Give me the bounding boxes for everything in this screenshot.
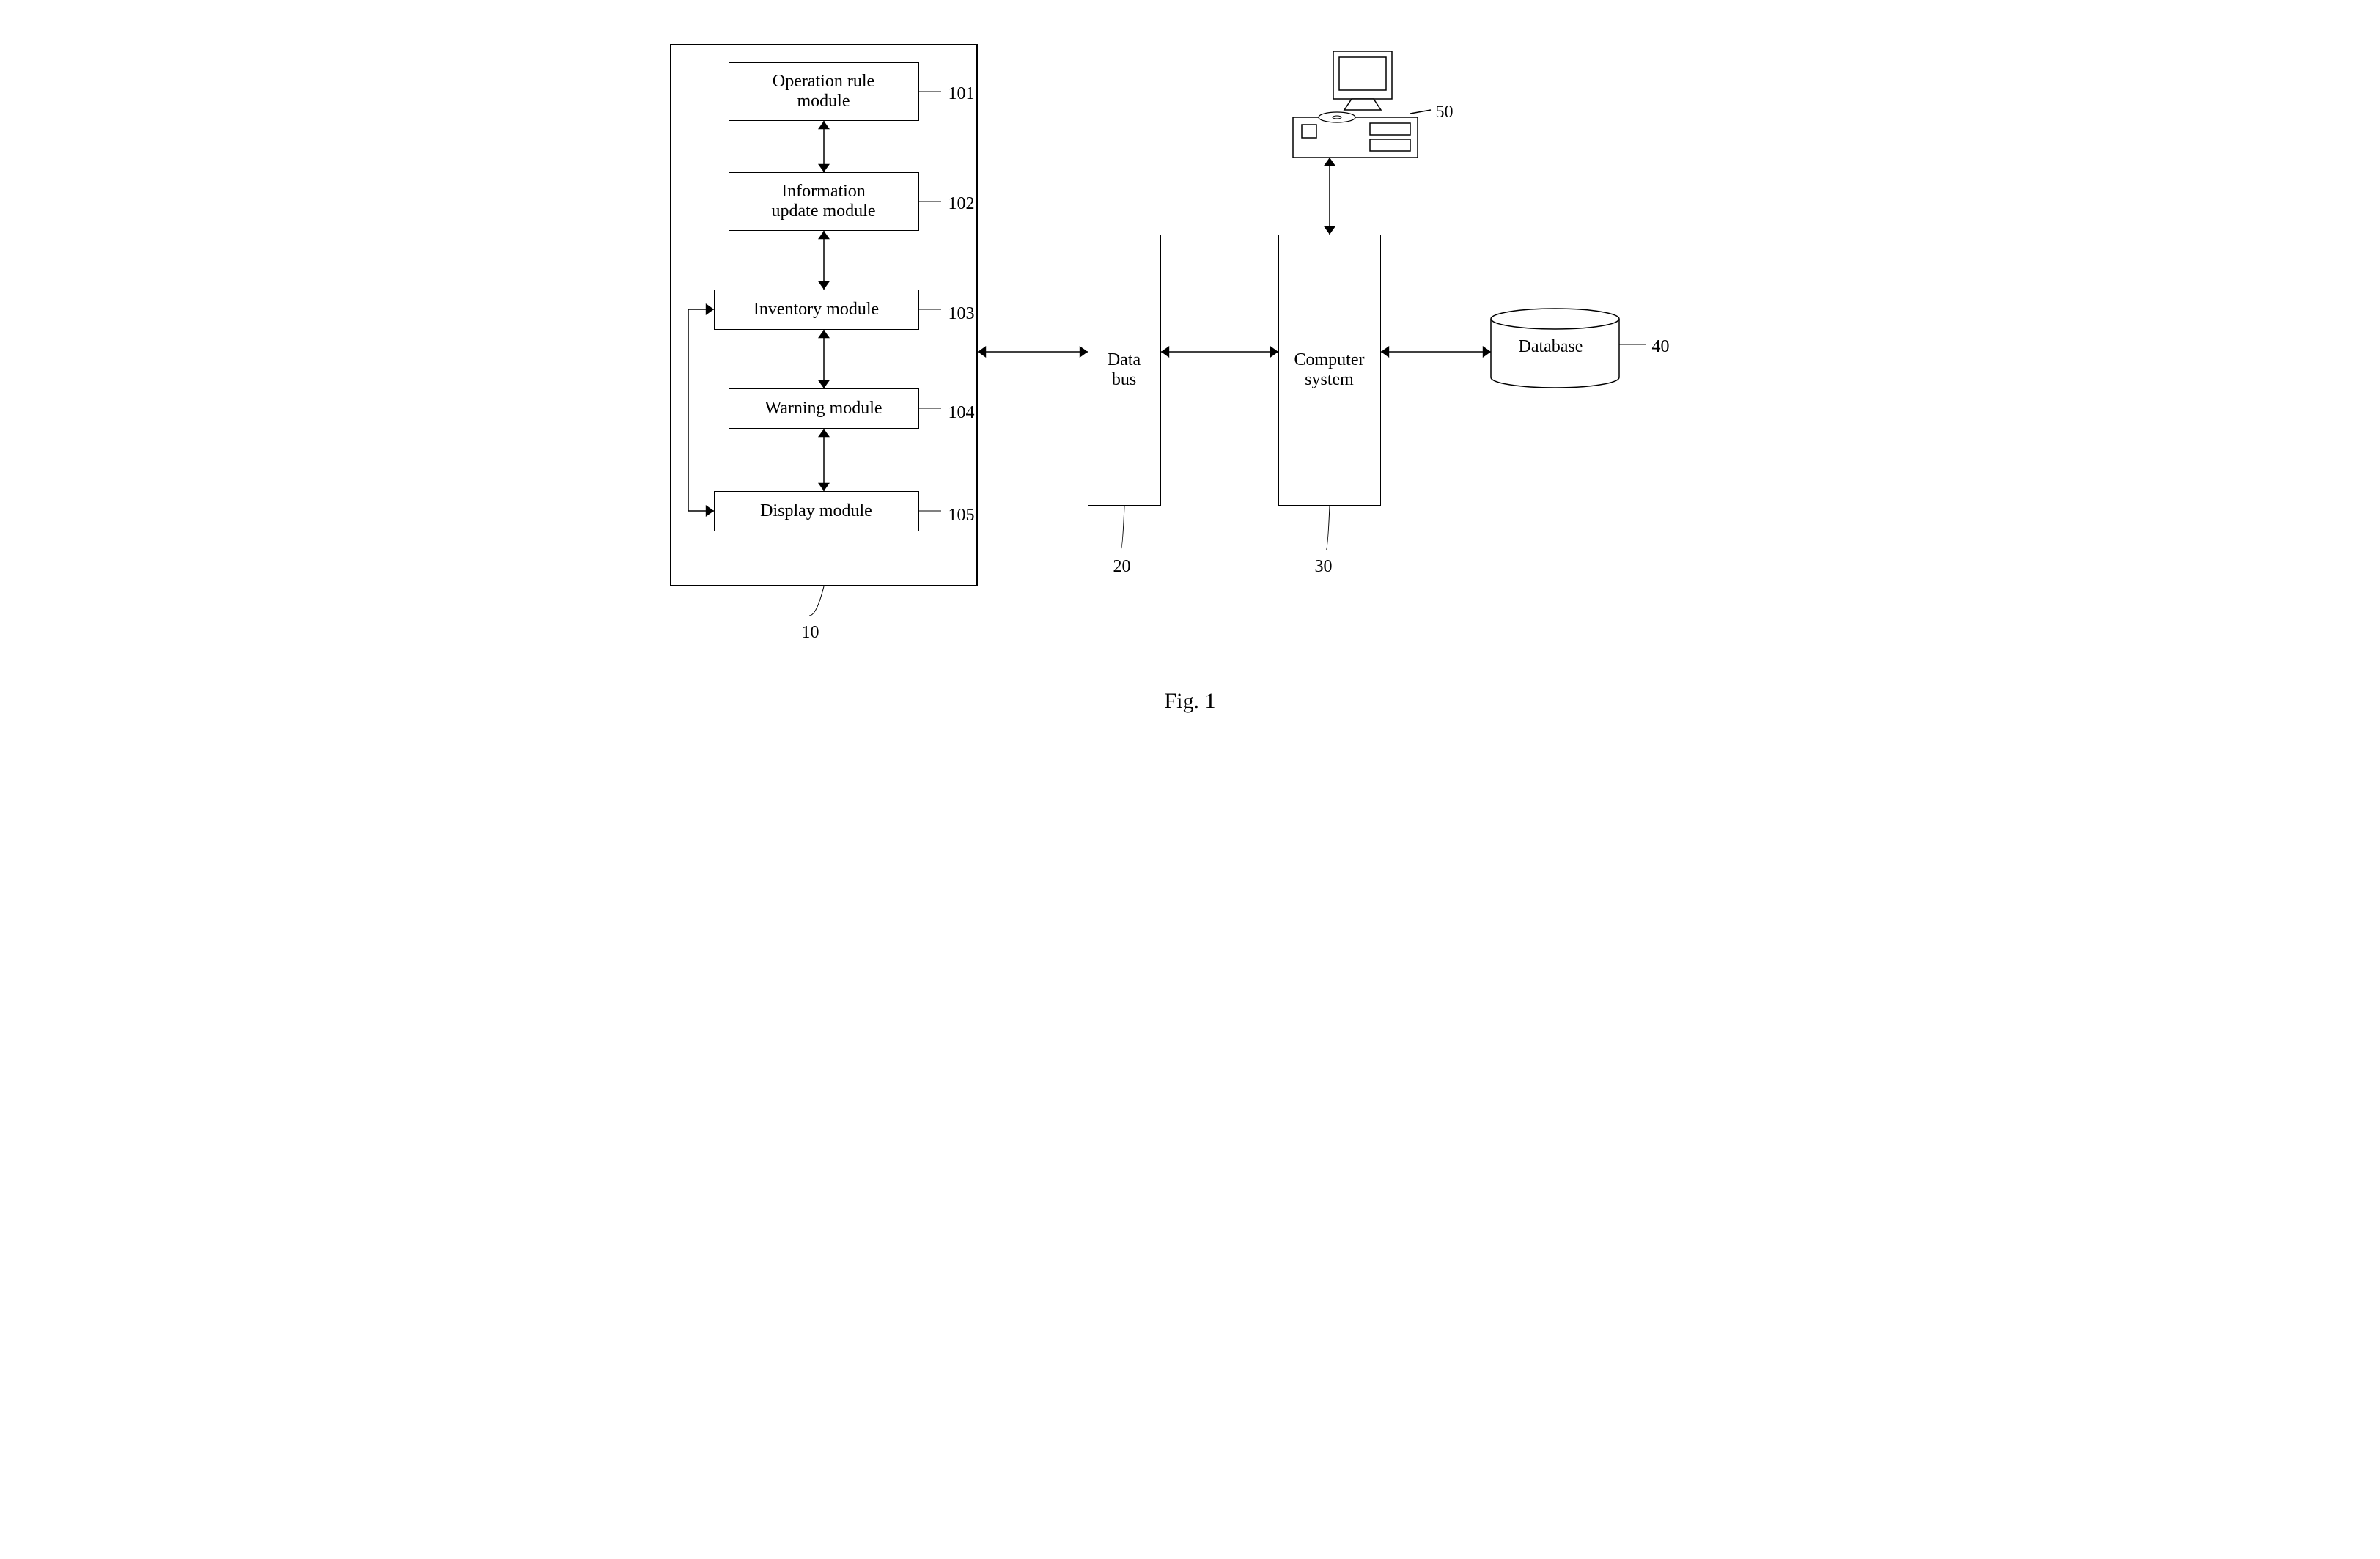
block-label: Databus — [1108, 350, 1141, 390]
module-label: Display module — [760, 501, 872, 521]
ref-label-20: 20 — [1113, 557, 1131, 577]
ref-label-50: 50 — [1436, 103, 1454, 122]
module-label: Warning module — [765, 399, 882, 419]
module-label: Inventory module — [754, 300, 879, 320]
data-bus-box: Databus — [1088, 235, 1161, 506]
ref-label-104: 104 — [948, 403, 975, 423]
information-update-module-box: Informationupdate module — [729, 172, 919, 231]
module-label: Informationupdate module — [772, 182, 876, 221]
ref-label-40: 40 — [1652, 337, 1670, 357]
ref-label-10: 10 — [802, 623, 819, 643]
ref-label-103: 103 — [948, 304, 975, 324]
warning-module-box: Warning module — [729, 388, 919, 429]
module-label: Operation rulemodule — [773, 72, 874, 111]
ref-label-101: 101 — [948, 84, 975, 104]
database-label: Database — [1519, 337, 1583, 357]
operation-rule-module-box: Operation rulemodule — [729, 62, 919, 121]
figure-caption: Fig. 1 — [641, 689, 1740, 714]
display-module-box: Display module — [714, 491, 919, 531]
ref-label-102: 102 — [948, 194, 975, 214]
block-label: Computersystem — [1294, 350, 1365, 390]
ref-label-105: 105 — [948, 506, 975, 526]
diagram-container: Operation rulemodule Informationupdate m… — [641, 29, 1740, 762]
ref-label-30: 30 — [1315, 557, 1333, 577]
computer-system-box: Computersystem — [1278, 235, 1381, 506]
inventory-module-box: Inventory module — [714, 290, 919, 330]
